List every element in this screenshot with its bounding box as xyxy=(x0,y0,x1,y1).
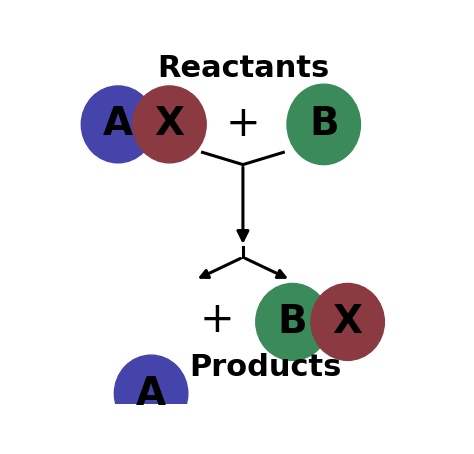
Text: B: B xyxy=(278,303,307,341)
Text: X: X xyxy=(333,303,363,341)
Text: Products: Products xyxy=(190,353,342,382)
Text: B: B xyxy=(309,105,338,143)
Ellipse shape xyxy=(311,283,384,360)
Ellipse shape xyxy=(82,86,155,163)
Text: X: X xyxy=(155,105,184,143)
Ellipse shape xyxy=(133,86,206,163)
Ellipse shape xyxy=(287,84,361,165)
Ellipse shape xyxy=(256,283,329,360)
Text: A: A xyxy=(136,375,166,413)
Text: +: + xyxy=(226,104,260,145)
Text: Reactants: Reactants xyxy=(157,54,329,83)
Ellipse shape xyxy=(114,355,188,432)
Text: A: A xyxy=(103,105,133,143)
Text: +: + xyxy=(200,299,235,341)
